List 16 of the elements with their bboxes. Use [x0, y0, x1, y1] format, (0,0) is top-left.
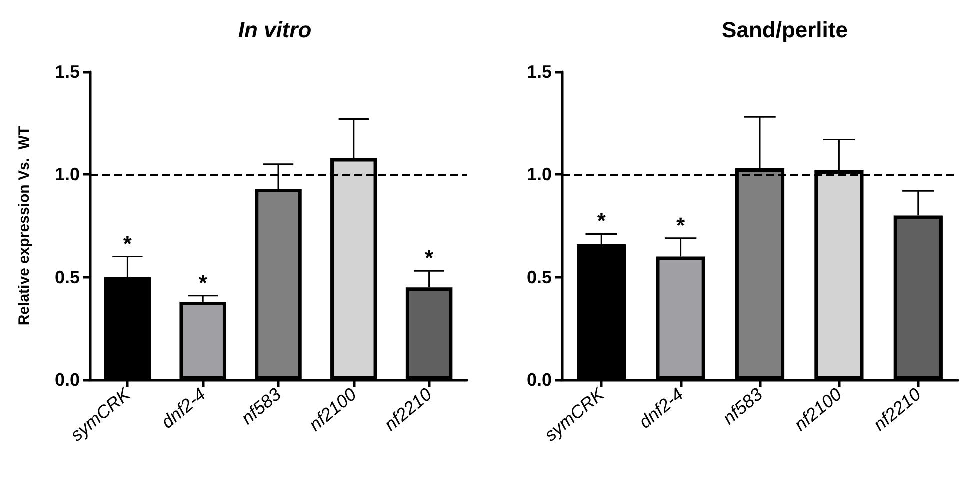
- y-tick-label: 1.0: [526, 164, 552, 185]
- y-tick-label: 0.5: [526, 267, 552, 288]
- chart-title: In vitro: [238, 18, 312, 42]
- chart-title: Sand/perlite: [722, 18, 848, 42]
- y-tick-label: 0.0: [54, 370, 80, 390]
- annotation: *: [425, 246, 434, 271]
- y-tick-label: 1.0: [54, 164, 80, 185]
- y-tick-label: 0.0: [526, 370, 552, 390]
- y-tick-label: 0.5: [54, 267, 80, 288]
- annotation: *: [198, 270, 208, 296]
- annotation: *: [123, 231, 132, 256]
- annotation: *: [597, 208, 606, 234]
- y-tick-label: 1.5: [54, 62, 80, 82]
- annotation: *: [676, 212, 686, 238]
- y-axis-title: Relative expression Vs. WT: [16, 126, 33, 326]
- y-tick-label: 1.5: [526, 62, 552, 82]
